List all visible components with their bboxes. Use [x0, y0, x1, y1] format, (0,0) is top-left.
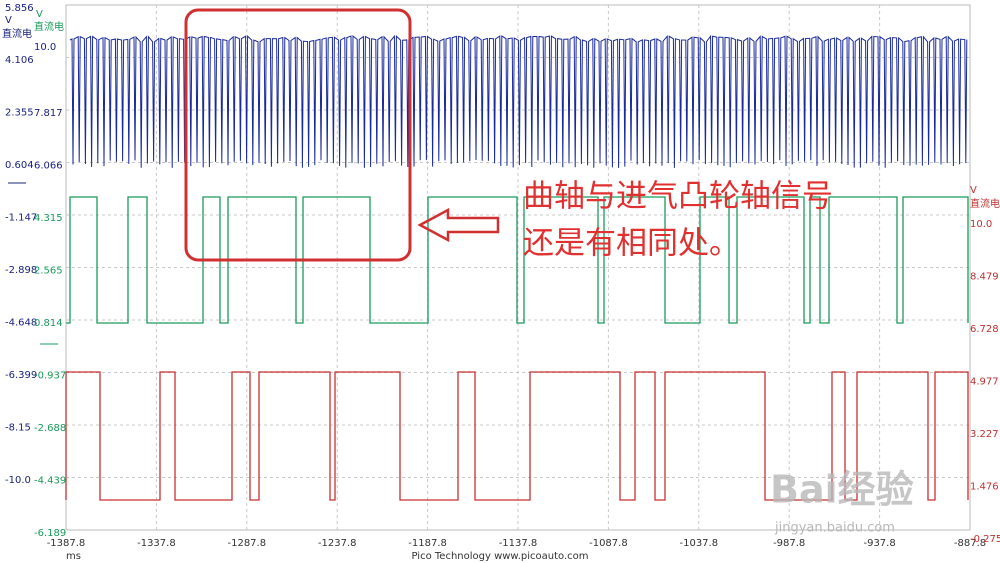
b-tick-label: -6.189 — [34, 528, 66, 539]
highlight-box — [184, 8, 412, 262]
arrow — [417, 207, 500, 243]
b-tick-label: 7.817 — [34, 108, 63, 119]
b-tick-label: 4.315 — [34, 213, 63, 224]
b-tick-label: 6.066 — [34, 161, 63, 172]
unit-b: V — [36, 9, 43, 20]
c-tick-label: 4.977 — [970, 377, 999, 388]
x-tick-label: -1037.8 — [679, 538, 718, 549]
a-tick-label: 5.856 — [5, 3, 34, 14]
b-tick-label: -2.688 — [34, 423, 66, 434]
x-tick-label: -1087.8 — [589, 538, 628, 549]
x-tick-label: -1287.8 — [227, 538, 266, 549]
watermark-logo: Bai经验 — [770, 468, 914, 512]
x-tick-label: -987.8 — [773, 538, 805, 549]
x-tick-label: -1387.8 — [47, 538, 86, 549]
footer: Pico Technology www.picoauto.com — [412, 551, 589, 562]
annotation-line1: 曲轴与进气凸轮轴信号 — [523, 179, 833, 215]
b-tick-label: 2.565 — [34, 266, 63, 277]
c-tick-label: 3.227 — [970, 429, 999, 440]
waveform-a — [69, 34, 968, 168]
x-tick-label: -887.8 — [954, 538, 986, 549]
a-tick-label: -6.399 — [5, 370, 37, 381]
c-tick-label: 10.0 — [970, 219, 992, 230]
annotation-line2: 还是有相同处。 — [523, 226, 740, 262]
waveform-b — [66, 196, 969, 324]
x-tick-label: -1337.8 — [137, 538, 176, 549]
a-tick-label: -2.898 — [5, 265, 37, 276]
a-tick-label: -4.648 — [5, 318, 37, 329]
x-tick-label: -1187.8 — [408, 538, 447, 549]
b-tick-label: -4.439 — [34, 476, 66, 487]
unit-a: V — [5, 15, 12, 26]
x-tick-label: -937.8 — [863, 538, 895, 549]
b-tick-label: 0.814 — [34, 318, 63, 329]
watermark-url: jingyan.baidu.com — [774, 521, 895, 536]
a-tick-label: 2.355 — [5, 108, 34, 119]
a-tick-label: 0.604 — [5, 160, 34, 171]
a-tick-label: 4.106 — [5, 55, 34, 66]
x-tick-label: -1137.8 — [499, 538, 538, 549]
coupling-b: 直流电 — [34, 20, 64, 33]
a-tick-label: -10.0 — [5, 475, 31, 486]
c-tick-label: 8.479 — [970, 272, 999, 283]
time-unit: ms — [66, 551, 81, 562]
waveforms — [65, 34, 969, 501]
a-tick-label: -8.15 — [5, 423, 31, 434]
a-tick-label: -1.147 — [5, 213, 37, 224]
coupling-c: 直流电 — [970, 197, 1000, 210]
c-tick-label: 6.728 — [970, 324, 999, 335]
c-tick-label: -0.275 — [970, 534, 1000, 545]
grid — [65, 4, 971, 531]
unit-c: V — [970, 185, 977, 196]
b-tick-label: 10.0 — [34, 42, 56, 53]
b-tick-label: -0.937 — [34, 371, 66, 382]
waveform-c — [65, 371, 969, 501]
x-tick-label: -1237.8 — [318, 538, 357, 549]
coupling-a: 直流电 — [2, 27, 32, 40]
c-tick-label: 1.476 — [970, 482, 999, 493]
